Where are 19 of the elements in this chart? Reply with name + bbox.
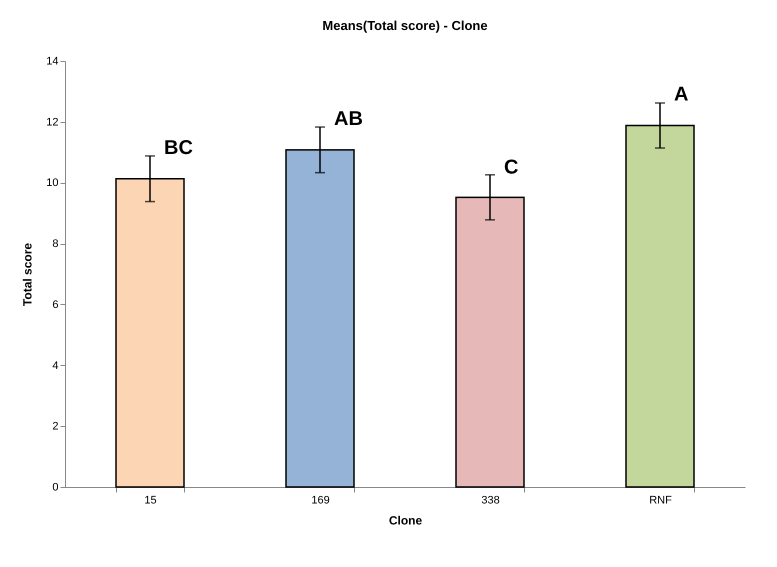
y-tick-label: 2 xyxy=(52,420,58,433)
annotation: A xyxy=(674,83,688,106)
chart-title: Means(Total score) - Clone xyxy=(322,18,488,33)
y-tick-label: 6 xyxy=(52,298,58,311)
annotation: AB xyxy=(334,108,363,130)
y-tick-label: 10 xyxy=(46,177,58,190)
x-tick-label: 15 xyxy=(144,494,157,506)
annotation: BC xyxy=(164,136,193,159)
x-tick-label: RNF xyxy=(649,494,672,506)
y-tick-label: 0 xyxy=(52,482,58,494)
y-tick-label: 8 xyxy=(52,238,58,250)
x-axis-title: Clone xyxy=(388,514,422,528)
y-tick-label: 14 xyxy=(46,56,58,68)
y-axis-title: Total score xyxy=(20,242,34,306)
x-tick-label: 338 xyxy=(481,494,500,506)
y-tick-label: 4 xyxy=(52,360,58,372)
y-tick-label: 12 xyxy=(46,116,58,128)
x-tick-label: 169 xyxy=(311,494,330,506)
annotation: C xyxy=(504,156,518,179)
